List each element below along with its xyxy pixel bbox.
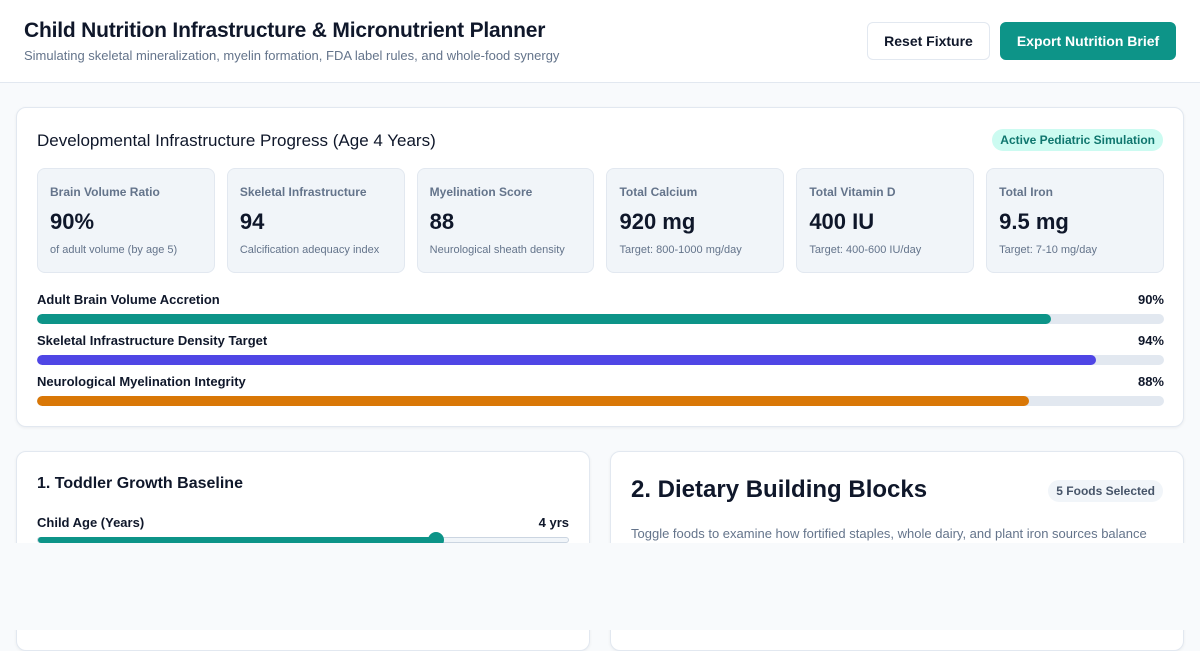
progress-fill	[37, 396, 1029, 406]
foods-title: 2. Dietary Building Blocks	[631, 476, 928, 503]
bar-percent: 94%	[1137, 333, 1164, 348]
progress-fill	[37, 355, 1097, 365]
app-title: Child Nutrition Infrastructure & Micronu…	[24, 19, 546, 42]
metric-note: Target: 400-600 IU/day	[809, 244, 922, 256]
bar-percent: 88%	[1137, 374, 1164, 389]
age-value: 4 yrs	[538, 515, 569, 530]
metric-value: 94	[239, 209, 265, 234]
metric-label: Total Calcium	[619, 185, 698, 199]
bar-label: Adult Brain Volume Accretion	[37, 292, 220, 307]
bar-brain-volume: Adult Brain Volume Accretion 90%	[37, 292, 1164, 333]
bar-label: Skeletal Infrastructure Density Target	[37, 333, 268, 348]
metric-value: 88	[429, 209, 455, 234]
progress-title: Developmental Infrastructure Progress (A…	[37, 131, 436, 150]
baseline-title: 1. Toddler Growth Baseline	[37, 475, 243, 492]
status-badge: Active Pediatric Simulation	[992, 129, 1163, 151]
age-label: Child Age (Years)	[37, 515, 145, 530]
bar-skeletal-density: Skeletal Infrastructure Density Target 9…	[37, 333, 1164, 374]
metric-note: Target: 7-10 mg/day	[999, 244, 1097, 256]
slider-fill	[38, 537, 436, 543]
bar-myelination: Neurological Myelination Integrity 88%	[37, 374, 1164, 410]
foods-count-badge: 5 Foods Selected	[1048, 480, 1163, 502]
metric-note: of adult volume (by age 5)	[50, 244, 178, 256]
progress-track	[37, 396, 1164, 406]
metric-myelination: Myelination Score 88 Neurological sheath…	[416, 168, 595, 273]
metric-label: Myelination Score	[429, 185, 533, 199]
metric-value: 9.5 mg	[999, 209, 1069, 234]
metric-note: Target: 800-1000 mg/day	[619, 244, 742, 256]
bar-label: Neurological Myelination Integrity	[37, 374, 246, 389]
progress-fill	[37, 314, 1052, 324]
metric-label: Skeletal Infrastructure	[239, 185, 367, 199]
metric-skeletal: Skeletal Infrastructure 94 Calcification…	[226, 168, 405, 273]
export-brief-button[interactable]: Export Nutrition Brief	[1000, 22, 1176, 60]
metric-grid: Brain Volume Ratio 90% of adult volume (…	[37, 168, 1164, 273]
metric-value: 90%	[50, 209, 95, 234]
reset-fixture-button[interactable]: Reset Fixture	[867, 22, 990, 60]
metric-value: 920 mg	[619, 209, 696, 234]
metric-note: Neurological sheath density	[429, 244, 565, 256]
progress-track	[37, 355, 1164, 365]
metric-value: 400 IU	[809, 209, 875, 234]
progress-track	[37, 314, 1164, 324]
metric-label: Brain Volume Ratio	[50, 185, 160, 199]
progress-card: Developmental Infrastructure Progress (A…	[16, 107, 1184, 427]
page-background	[0, 543, 1200, 630]
metric-label: Total Iron	[999, 185, 1053, 199]
app-subtitle: Simulating skeletal mineralization, myel…	[24, 48, 560, 63]
metric-vitamin-d: Total Vitamin D 400 IU Target: 400-600 I…	[796, 168, 975, 273]
foods-description: Toggle foods to examine how fortified st…	[631, 526, 1147, 541]
bar-percent: 90%	[1137, 292, 1164, 307]
progress-bars: Adult Brain Volume Accretion 90% Skeleta…	[37, 292, 1164, 410]
metric-calcium: Total Calcium 920 mg Target: 800-1000 mg…	[606, 168, 785, 273]
app-header: Child Nutrition Infrastructure & Micronu…	[0, 0, 1200, 83]
metric-label: Total Vitamin D	[809, 185, 896, 199]
metric-brain-volume: Brain Volume Ratio 90% of adult volume (…	[37, 168, 215, 273]
metric-note: Calcification adequacy index	[239, 244, 380, 256]
metric-iron: Total Iron 9.5 mg Target: 7-10 mg/day	[986, 168, 1164, 273]
